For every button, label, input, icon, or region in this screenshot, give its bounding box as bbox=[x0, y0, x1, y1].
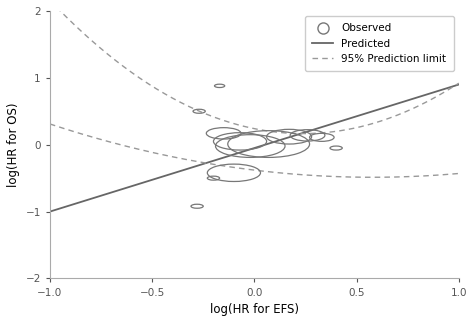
Y-axis label: log(HR for OS): log(HR for OS) bbox=[7, 102, 20, 187]
X-axis label: log(HR for EFS): log(HR for EFS) bbox=[210, 303, 299, 316]
Legend: Observed, Predicted, 95% Prediction limit: Observed, Predicted, 95% Prediction limi… bbox=[305, 16, 454, 71]
